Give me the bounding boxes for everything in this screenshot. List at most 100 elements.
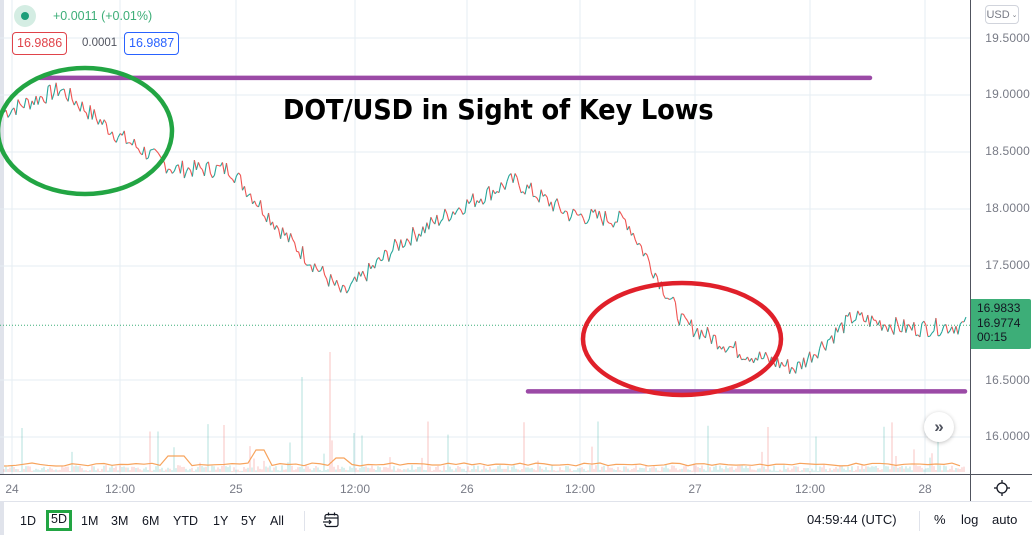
range-3m-button[interactable]: 3M (111, 514, 129, 528)
price-candle (7, 114, 11, 118)
utc-clock[interactable]: 04:59:44 (UTC) (807, 512, 897, 527)
price-candle (648, 261, 652, 274)
price-candle (348, 284, 352, 291)
price-candle (803, 357, 807, 368)
price-candle (620, 213, 624, 219)
chart-settings-button[interactable] (970, 474, 1032, 501)
price-candle (759, 351, 763, 360)
price-candle (126, 142, 129, 145)
price-candle (450, 211, 454, 219)
price-chart-canvas[interactable] (0, 0, 970, 474)
price-candle (618, 210, 622, 215)
market-status-icon[interactable] (14, 5, 36, 27)
price-candle (334, 280, 338, 286)
price-candle (700, 329, 704, 336)
price-candle (466, 199, 470, 204)
price-candle (574, 210, 578, 216)
price-candle (741, 358, 744, 361)
price-candle (518, 185, 522, 193)
price-candle (957, 324, 961, 335)
range-ytd-button[interactable]: YTD (173, 514, 198, 528)
price-candle (454, 210, 458, 215)
bottom-toolbar: 1D 5D 1M 3M 6M YTD 1Y 5Y All 04:59:44 (U… (4, 501, 1032, 535)
price-candle (558, 206, 562, 213)
price-candle (669, 298, 672, 300)
price-candle (674, 302, 678, 319)
currency-selector[interactable]: USD ⌄ (985, 5, 1019, 24)
auto-scale-toggle[interactable]: auto (992, 512, 1018, 527)
price-candle (514, 173, 518, 178)
price-candle (506, 175, 510, 182)
range-6m-button[interactable]: 6M (142, 514, 160, 528)
price-candle (218, 164, 221, 167)
percent-scale-toggle[interactable]: % (934, 512, 946, 527)
price-candle (488, 186, 492, 201)
price-candle (69, 88, 73, 100)
price-candle (524, 184, 528, 195)
price-candle (111, 131, 115, 141)
price-candle (103, 119, 107, 124)
price-candle (566, 211, 570, 222)
price-candle (809, 351, 813, 363)
chart-pane[interactable]: +0.0011 (+0.01%) 16.9886 0.0001 16.9887 … (0, 0, 970, 474)
price-candle (239, 175, 244, 191)
price-candle (19, 103, 23, 107)
price-candle (667, 297, 670, 300)
price-candle (193, 160, 197, 171)
time-axis[interactable]: 24 12:00 25 12:00 26 12:00 27 12:00 28 (0, 474, 970, 501)
log-scale-toggle[interactable]: log (961, 512, 979, 527)
price-axis[interactable]: USD ⌄ 19.5000 19.0000 18.5000 18.0000 17… (970, 0, 1032, 474)
price-candle (704, 327, 709, 339)
price-candle (322, 265, 326, 276)
price-candle (777, 357, 781, 369)
price-candle (424, 222, 428, 234)
buy-price-button[interactable]: 16.9887 (124, 32, 180, 55)
price-candle (544, 194, 548, 198)
price-candle (827, 338, 830, 341)
price-candle (185, 167, 189, 172)
range-5y-button[interactable]: 5Y (241, 514, 257, 528)
price-candle (684, 317, 688, 321)
price-candle (133, 138, 137, 148)
price-candle (585, 222, 588, 225)
range-1y-button[interactable]: 1Y (213, 514, 229, 528)
price-candle (33, 95, 37, 105)
range-all-button[interactable]: All (270, 514, 284, 528)
price-candle (833, 327, 837, 344)
price-candle (498, 182, 502, 193)
price-tick: 17.5000 (985, 258, 1030, 272)
price-candle (145, 157, 149, 160)
price-candle (386, 251, 390, 262)
price-candle (420, 226, 424, 237)
green-highlight-ellipse (0, 65, 175, 197)
price-candle (504, 181, 508, 190)
scroll-to-realtime-button[interactable]: » (924, 412, 954, 442)
price-tick: 16.5000 (985, 373, 1030, 387)
price-candle (634, 239, 638, 245)
price-candle (682, 313, 686, 319)
price-candle (725, 349, 728, 353)
price-candle (801, 357, 805, 370)
price-candle (278, 228, 282, 239)
price-candle (538, 189, 542, 203)
price-candle (446, 213, 450, 222)
range-5d-button[interactable]: 5D (46, 510, 72, 531)
time-tick: 12:00 (104, 482, 136, 496)
price-candle (945, 324, 949, 334)
price-candle (27, 99, 31, 110)
price-candle (37, 96, 41, 105)
calendar-arrow-icon[interactable] (322, 511, 340, 529)
price-candle (757, 351, 761, 361)
range-1d-button[interactable]: 1D (20, 514, 36, 528)
price-candle (606, 220, 610, 224)
price-candle (89, 105, 93, 120)
price-candle (875, 320, 879, 326)
price-candle (316, 268, 320, 272)
price-candle (101, 119, 105, 125)
price-candle (292, 238, 296, 243)
sell-price-button[interactable]: 16.9886 (12, 32, 68, 55)
range-1m-button[interactable]: 1M (81, 514, 99, 528)
price-candle (382, 250, 386, 261)
price-candle (274, 225, 278, 230)
